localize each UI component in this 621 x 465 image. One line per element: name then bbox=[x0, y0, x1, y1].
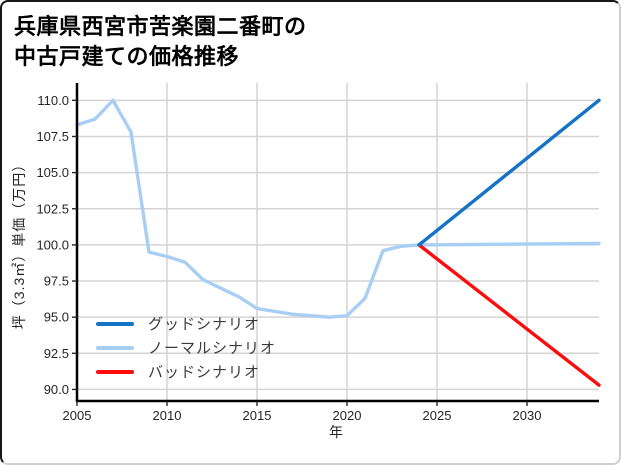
x-axis-label: 年 bbox=[329, 424, 343, 440]
y-tick-label: 95.0 bbox=[44, 310, 69, 325]
series-line-normal-scenario bbox=[75, 98, 601, 319]
chart-title: 兵庫県西宮市苦楽園二番町の 中古戸建ての価格推移 bbox=[14, 14, 307, 69]
legend-swatch-line bbox=[96, 369, 134, 374]
y-tick-label: 107.5 bbox=[36, 129, 69, 144]
legend-label: ノーマルシナリオ bbox=[148, 340, 277, 357]
x-tick-label: 2015 bbox=[243, 408, 272, 423]
y-tick-label: 92.5 bbox=[44, 346, 69, 361]
y-tick-label: 102.5 bbox=[36, 201, 69, 216]
legend-item-bad-scenario: バッドシナリオ bbox=[96, 364, 276, 381]
chart-legend: グッドシナリオ ノーマルシナリオ バッドシナリオ bbox=[96, 316, 276, 388]
x-tick-label: 2010 bbox=[153, 408, 182, 423]
legend-item-good-scenario: グッドシナリオ bbox=[96, 316, 276, 333]
legend-label: バッドシナリオ bbox=[148, 364, 261, 381]
y-tick-label: 90.0 bbox=[44, 382, 69, 397]
series-line-good-scenario bbox=[417, 98, 601, 247]
series-line-bad-scenario bbox=[417, 243, 601, 387]
x-tick-label: 2020 bbox=[333, 408, 362, 423]
legend-item-normal-scenario: ノーマルシナリオ bbox=[96, 340, 277, 357]
y-tick-label: 110.0 bbox=[37, 93, 69, 108]
x-tick-label: 2005 bbox=[63, 408, 92, 423]
legend-swatch-line bbox=[96, 321, 134, 326]
y-tick-label: 105.0 bbox=[36, 165, 69, 180]
y-tick-label: 100.0 bbox=[36, 237, 69, 252]
legend-label: グッドシナリオ bbox=[148, 316, 261, 333]
x-tick-label: 2025 bbox=[423, 408, 452, 423]
y-axis-label: 坪（3.3㎡）単価（万円） bbox=[11, 156, 27, 330]
y-tick-label: 97.5 bbox=[44, 274, 69, 289]
legend-swatch-line bbox=[96, 345, 134, 350]
x-tick-label: 2030 bbox=[513, 408, 542, 423]
